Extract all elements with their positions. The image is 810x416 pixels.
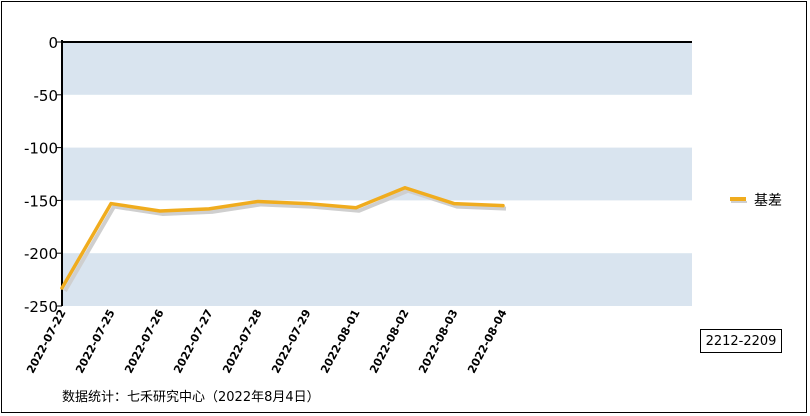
data-point-1 <box>109 202 113 206</box>
y-tick-label-3: -150 <box>24 192 58 210</box>
x-tick-label-0: 2022-07-22 <box>24 307 69 375</box>
y-tick-label-1: -50 <box>34 87 59 105</box>
data-point-5 <box>305 202 309 206</box>
x-tick-label-2: 2022-07-26 <box>122 307 167 376</box>
y-tick-label-5: -250 <box>24 298 58 316</box>
data-point-8 <box>452 202 456 206</box>
data-point-4 <box>256 199 260 203</box>
data-point-0 <box>60 286 64 290</box>
x-tick-label-1: 2022-07-25 <box>73 307 118 375</box>
series-shadow-0 <box>63 188 507 293</box>
x-tick-label-3: 2022-07-27 <box>171 307 216 375</box>
x-tick-label-8: 2022-08-03 <box>416 307 461 375</box>
x-tick-label-6: 2022-08-01 <box>318 307 363 375</box>
x-tick-label-4: 2022-07-28 <box>220 307 265 375</box>
y-tick-label-0: 0 <box>48 34 58 52</box>
data-point-3 <box>207 207 211 211</box>
contract-label-box: 2212-2209 <box>700 329 782 353</box>
source-note: 数据统计：七禾研究中心（2022年8月4日） <box>62 390 320 405</box>
data-point-2 <box>158 209 162 213</box>
plot-band-1 <box>62 147 692 201</box>
plot-band-0 <box>62 42 692 95</box>
x-tick-label-5: 2022-07-29 <box>269 307 314 375</box>
legend-label: 基差 <box>754 193 782 209</box>
y-tick-label-2: -100 <box>24 140 58 158</box>
series-line-0 <box>60 185 505 290</box>
plot-band-2 <box>62 253 692 306</box>
x-tick-label-9: 2022-08-04 <box>465 307 510 376</box>
data-point-9 <box>501 204 505 208</box>
data-point-7 <box>403 186 407 190</box>
data-point-6 <box>354 206 358 210</box>
x-tick-label-7: 2022-08-02 <box>367 307 412 375</box>
y-tick-label-4: -200 <box>24 245 58 263</box>
